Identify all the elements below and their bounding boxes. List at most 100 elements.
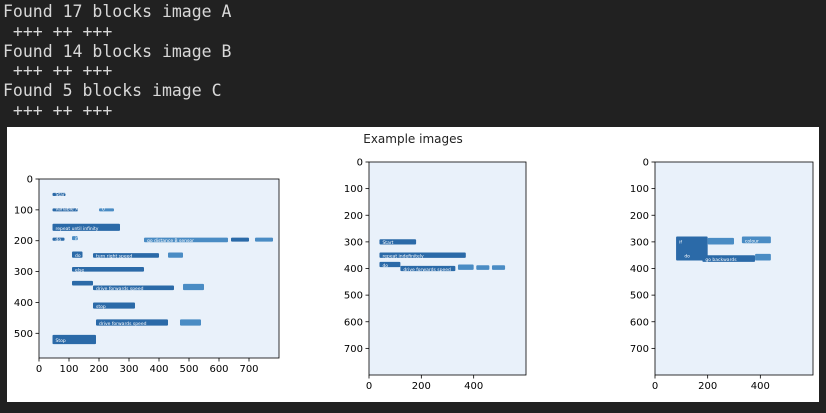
block-label: do — [56, 237, 62, 243]
block-label: drive forwards speed — [403, 267, 451, 273]
block-label: drive forwards speed — [99, 321, 147, 327]
code-block — [681, 252, 692, 258]
x-tick-label: 0 — [366, 381, 372, 392]
console-line: +++ ++ +++ — [3, 100, 113, 120]
code-block — [255, 237, 273, 242]
y-tick-label: 200 — [344, 211, 363, 222]
x-tick-label: 0 — [36, 364, 42, 375]
y-tick-label: 300 — [344, 237, 363, 248]
block-label: variable X — [56, 206, 79, 212]
console-output: Found 17 blocks image A +++ ++ +++ Found … — [3, 2, 231, 121]
y-tick-label: 100 — [344, 184, 363, 195]
block-label: turn right speed — [96, 254, 132, 260]
code-block — [702, 255, 756, 262]
x-tick-label: 200 — [412, 381, 431, 392]
code-block — [93, 285, 174, 291]
y-tick-label: 600 — [344, 317, 363, 328]
code-block — [52, 223, 120, 231]
console-line: +++ ++ +++ — [3, 61, 113, 81]
block-label: 0 — [102, 206, 105, 212]
y-tick-label: 500 — [14, 329, 33, 340]
x-tick-label: 200 — [698, 381, 717, 392]
code-block — [379, 239, 417, 245]
y-tick-label: 200 — [14, 236, 33, 247]
x-tick-label: 400 — [464, 381, 483, 392]
y-tick-label: 0 — [643, 158, 649, 169]
console-line: +++ ++ +++ — [3, 21, 113, 41]
code-block — [476, 265, 490, 270]
figure-plots: Start variable X 0 repeat until infinity do i… — [14, 158, 814, 392]
block-label: colour — [745, 239, 759, 245]
code-block — [231, 237, 249, 242]
code-block — [144, 237, 228, 243]
code-block — [93, 253, 159, 258]
y-tick-label: 200 — [630, 211, 649, 222]
code-block — [168, 252, 183, 258]
code-block — [491, 265, 506, 270]
block-label: do — [382, 263, 388, 269]
code-block — [72, 236, 78, 241]
block-label: if — [75, 236, 78, 242]
code-block — [72, 266, 144, 272]
code-block — [379, 252, 466, 258]
block-label: do — [684, 254, 690, 260]
block-label: go backwards — [705, 257, 737, 263]
y-tick-label: 500 — [344, 291, 363, 302]
example-images-figure: Example images Start variable X 0 repeat un… — [7, 127, 819, 402]
y-tick-label: 0 — [357, 158, 363, 169]
y-tick-label: 700 — [630, 344, 649, 355]
x-tick-label: 500 — [179, 364, 198, 375]
x-tick-label: 400 — [751, 381, 770, 392]
code-block — [400, 265, 456, 272]
code-block — [183, 283, 204, 291]
y-tick-label: 300 — [14, 267, 33, 278]
block-label: Stop — [56, 338, 66, 344]
block-label: Start — [382, 240, 393, 246]
x-tick-label: 300 — [119, 364, 138, 375]
x-tick-label: 400 — [149, 364, 168, 375]
code-block — [52, 192, 66, 196]
image-canvas — [655, 162, 813, 375]
console-line: Found 14 blocks image B — [3, 41, 232, 61]
code-block — [741, 236, 771, 244]
code-block — [72, 251, 83, 258]
y-tick-label: 500 — [630, 291, 649, 302]
code-block — [52, 334, 96, 345]
console-line: Found 5 blocks image C — [3, 81, 222, 101]
block-label: else — [75, 267, 84, 273]
x-tick-label: 700 — [239, 364, 258, 375]
x-tick-label: 600 — [209, 364, 228, 375]
y-tick-label: 700 — [344, 344, 363, 355]
block-label: repeat until infinity — [56, 226, 99, 232]
code-block — [379, 261, 401, 268]
x-tick-label: 200 — [89, 364, 108, 375]
y-tick-label: 600 — [630, 317, 649, 328]
code-block — [707, 237, 734, 245]
code-block — [72, 280, 93, 286]
block-label: go distance B sensor — [147, 238, 194, 244]
y-tick-label: 300 — [630, 237, 649, 248]
block-label: repeat indefinitely — [382, 254, 424, 260]
code-block — [755, 253, 771, 261]
block-label: do — [75, 253, 81, 259]
code-block — [52, 208, 78, 212]
block-label: drive forwards speed — [96, 286, 144, 292]
y-tick-label: 400 — [14, 298, 33, 309]
code-block — [96, 319, 168, 326]
y-tick-label: 400 — [344, 264, 363, 275]
block-label: stop — [96, 304, 106, 310]
console-line: Found 17 blocks image A — [3, 2, 232, 21]
code-block — [457, 264, 474, 270]
y-tick-label: 100 — [630, 184, 649, 195]
code-block — [180, 319, 201, 326]
code-block — [99, 208, 114, 212]
block-label: if — [679, 240, 682, 246]
code-block — [52, 237, 65, 241]
y-tick-label: 0 — [27, 175, 33, 186]
y-tick-label: 100 — [14, 205, 33, 216]
figure-title: Example images — [363, 132, 463, 146]
block-label: Start — [56, 192, 67, 198]
x-tick-label: 100 — [59, 364, 78, 375]
y-tick-label: 400 — [630, 264, 649, 275]
x-tick-label: 0 — [652, 381, 658, 392]
